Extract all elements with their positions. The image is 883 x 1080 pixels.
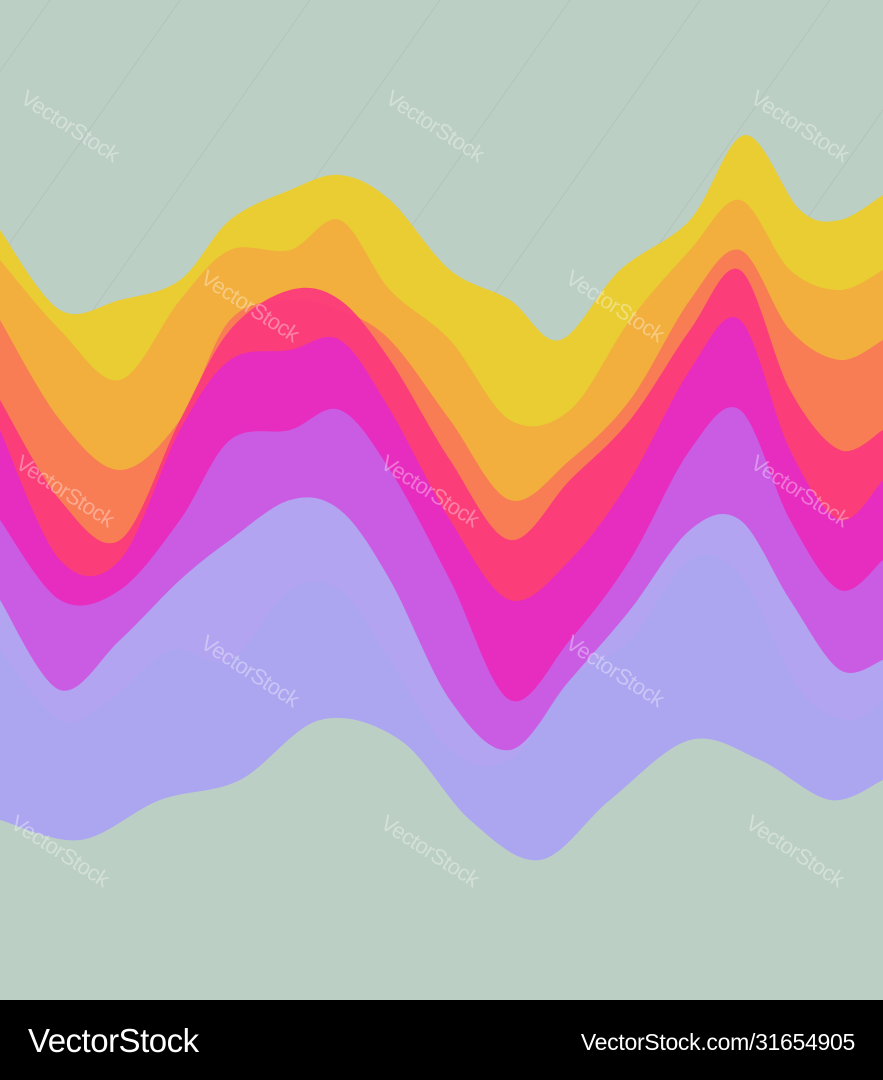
wave-illustration [0,0,883,1000]
diagonal-line [0,0,311,444]
diagonal-line [0,0,181,259]
wave-layers [0,134,883,1000]
brand-logo: VectorStock [28,1022,199,1059]
artwork: VectorStock VectorStock VectorStock VectorS… [0,0,883,1000]
background-floor [0,717,883,1000]
image-id: VectorStock.com/31654905 [580,1029,855,1055]
footer-bar: VectorStock VectorStock.com/31654905 [0,1000,883,1080]
